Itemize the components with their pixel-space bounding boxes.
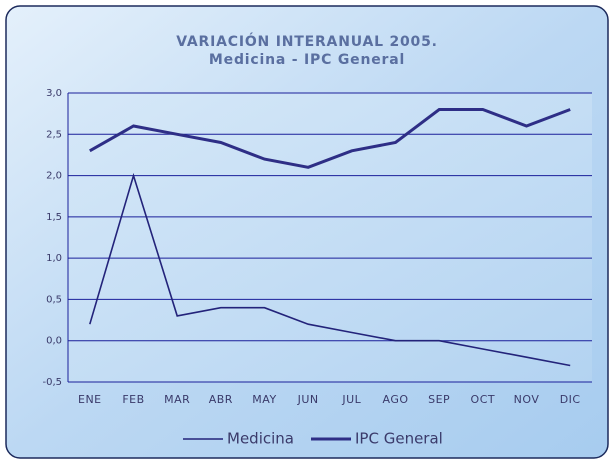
y-tick-label: -0,5 xyxy=(42,377,62,388)
y-tick-label: 2,0 xyxy=(46,171,62,182)
y-tick-label: 3,0 xyxy=(46,88,62,99)
x-tick-label: DIC xyxy=(560,393,581,406)
x-tick-label: MAY xyxy=(252,393,276,406)
x-tick-label: MAR xyxy=(164,393,190,406)
x-tick-label: ABR xyxy=(209,393,233,406)
x-tick-label: ENE xyxy=(78,393,102,406)
x-tick-label: JUN xyxy=(297,393,319,406)
y-tick-label: 1,5 xyxy=(46,212,62,223)
x-tick-label: SEP xyxy=(428,393,450,406)
plot-area xyxy=(68,93,592,382)
chart-title: VARIACIÓN INTERANUAL 2005. xyxy=(176,32,438,50)
y-tick-label: 2,5 xyxy=(46,129,62,140)
legend-label: Medicina xyxy=(227,430,294,448)
x-tick-label: NOV xyxy=(514,393,540,406)
legend-label: IPC General xyxy=(355,430,443,448)
y-tick-label: 0,0 xyxy=(46,336,62,347)
chart-subtitle: Medicina - IPC General xyxy=(209,52,405,68)
x-tick-label: FEB xyxy=(122,393,144,406)
x-tick-label: JUL xyxy=(341,393,361,406)
data-line xyxy=(89,108,571,169)
y-tick-label: 0,5 xyxy=(46,294,62,305)
x-tick-label: AGO xyxy=(382,393,408,406)
x-tick-label: OCT xyxy=(471,393,496,406)
data-line xyxy=(89,172,571,367)
y-tick-label: 1,0 xyxy=(46,253,62,264)
